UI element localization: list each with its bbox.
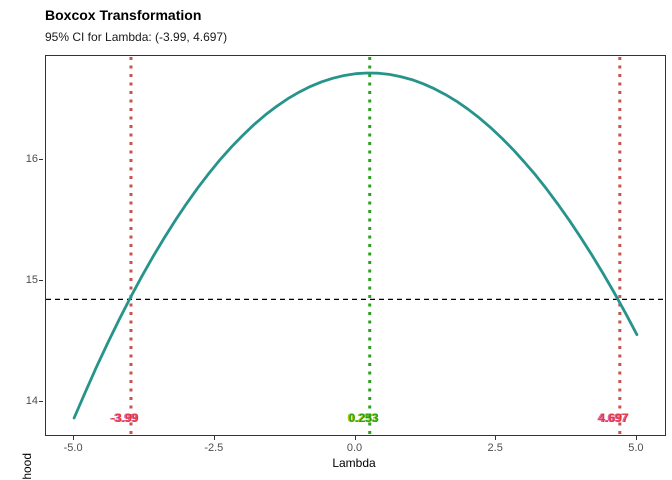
ci-value-label: -3.99 <box>111 411 139 426</box>
x-tick-mark <box>354 436 356 440</box>
x-axis-title: Lambda <box>332 456 376 470</box>
x-tick-mark <box>73 436 75 440</box>
y-tick-mark <box>39 401 43 403</box>
ci-value-label: 0.253 <box>348 411 379 426</box>
plot-title: Boxcox Transformation <box>45 7 202 23</box>
plot-subtitle: 95% CI for Lambda: (-3.99, 4.697) <box>45 30 228 44</box>
y-tick-label: 16 <box>25 153 38 166</box>
y-tick-label: 15 <box>25 274 38 287</box>
y-axis-title: Log-likelihood <box>20 435 34 480</box>
plot-canvas <box>46 57 665 434</box>
x-tick-label: 5.0 <box>628 442 644 454</box>
x-tick-mark <box>495 436 497 440</box>
loglik-curve <box>72 71 639 420</box>
y-tick-label: 14 <box>25 395 38 408</box>
x-tick-label: 0.0 <box>346 442 363 454</box>
y-tick-mark <box>39 159 43 161</box>
plot-panel <box>45 55 666 436</box>
x-tick-label: -2.5 <box>204 442 224 454</box>
x-tick-mark <box>635 436 637 440</box>
y-tick-mark <box>39 280 43 282</box>
ci-value-label: 4.697 <box>598 411 629 426</box>
x-tick-mark <box>213 436 215 440</box>
x-tick-label: 2.5 <box>487 442 503 454</box>
x-tick-label: -5.0 <box>63 442 83 454</box>
